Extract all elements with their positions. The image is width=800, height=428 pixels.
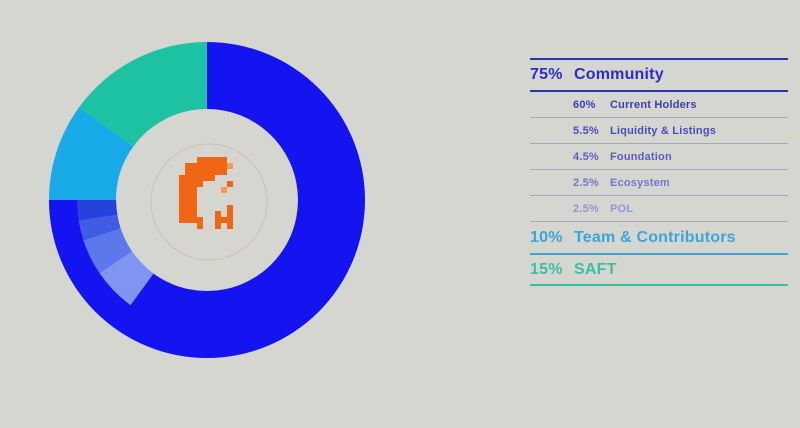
legend-header-pct: 75% (530, 66, 563, 83)
logo-pixel (221, 169, 227, 175)
legend-subitem-pct: 2.5% (573, 202, 599, 215)
logo-pixel (197, 163, 203, 169)
token-allocation-legend: 75% Community 60% Current Holders 5.5% Liquid… (530, 58, 788, 286)
tokenomics-donut-chart (49, 42, 365, 358)
logo-pixel (185, 181, 191, 187)
logo-pixel (209, 163, 215, 169)
legend-section-team: 10% Team & Contributors (530, 222, 788, 255)
logo-pixel (197, 223, 203, 229)
logo-pixel (215, 211, 221, 217)
donut-chart-area (49, 42, 365, 358)
donut-segment-team-contributors (49, 107, 134, 200)
legend-subitem-label: POL (610, 202, 634, 215)
legend-subitem-pct: 60% (573, 98, 596, 111)
logo-pixel (221, 157, 227, 163)
logo-pixel (203, 157, 209, 163)
logo-pixel (179, 217, 185, 223)
logo-pixel (191, 211, 197, 217)
logo-pixel (221, 163, 227, 169)
logo-pixel (185, 193, 191, 199)
legend-header-saft: 15% SAFT (530, 255, 788, 286)
legend-subitem-pct: 5.5% (573, 124, 599, 137)
donut-subsegment-pol (77, 200, 118, 221)
logo-pixel (215, 169, 221, 175)
logo-pixel (185, 169, 191, 175)
logo-pixel (191, 199, 197, 205)
legend-header-label: Team & Contributors (574, 228, 736, 246)
logo-pixel (197, 175, 203, 181)
pixel-flame-logo (179, 157, 233, 229)
logo-pixel (185, 163, 191, 169)
legend-section-community: 75% Community 60% Current Holders 5.5% Liquid… (530, 58, 788, 222)
logo-pixel (191, 193, 197, 199)
logo-pixel (179, 211, 185, 217)
logo-pixel (215, 223, 221, 229)
logo-pixel (227, 181, 233, 187)
legend-subitem-liquidity-listings: 5.5% Liquidity & Listings (530, 118, 788, 144)
logo-pixel (185, 199, 191, 205)
logo-circle-outline (150, 143, 268, 261)
logo-pixel (185, 187, 191, 193)
logo-pixel (203, 175, 209, 181)
legend-subitem-label: Current Holders (610, 98, 697, 111)
logo-pixel (191, 187, 197, 193)
logo-pixel (221, 187, 227, 193)
donut-subsegment-liquidity-listings (99, 251, 154, 306)
logo-pixel (203, 169, 209, 175)
donut-segment-saft (79, 42, 207, 147)
logo-pixel (221, 217, 227, 223)
logo-pixel (179, 193, 185, 199)
legend-subitem-pct: 2.5% (573, 176, 599, 189)
logo-pixel (191, 175, 197, 181)
logo-pixel (197, 157, 203, 163)
legend-subitem-pct: 4.5% (573, 150, 599, 163)
logo-pixel (179, 181, 185, 187)
legend-header-pct: 15% (530, 260, 563, 278)
logo-pixel (215, 163, 221, 169)
logo-pixel (197, 169, 203, 175)
logo-pixel (203, 163, 209, 169)
logo-pixel (191, 181, 197, 187)
logo-pixel (227, 217, 233, 223)
legend-subitem-pol: 2.5% POL (530, 196, 788, 222)
logo-pixel (215, 217, 221, 223)
logo-pixel (209, 157, 215, 163)
legend-subitem-label: Ecosystem (610, 176, 670, 189)
donut-subsegment-ecosystem (78, 214, 121, 241)
logo-pixel (227, 211, 233, 217)
logo-pixel (215, 157, 221, 163)
legend-header-team: 10% Team & Contributors (530, 222, 788, 255)
logo-pixel (197, 217, 203, 223)
legend-subitem-current-holders: 60% Current Holders (530, 92, 788, 118)
legend-subitem-label: Liquidity & Listings (610, 124, 717, 137)
legend-header-pct: 10% (530, 228, 563, 246)
logo-pixel (179, 205, 185, 211)
donut-subsegment-foundation (83, 228, 132, 274)
logo-pixel (197, 181, 203, 187)
legend-subitem-label: Foundation (610, 150, 672, 163)
legend-header-label: Community (574, 66, 664, 83)
logo-pixel (227, 205, 233, 211)
logo-pixel (227, 163, 233, 169)
logo-pixel (191, 205, 197, 211)
logo-pixel (185, 211, 191, 217)
logo-pixel (179, 187, 185, 193)
legend-subitem-foundation: 4.5% Foundation (530, 144, 788, 170)
legend-header-label: SAFT (574, 260, 617, 278)
logo-pixel (185, 205, 191, 211)
logo-pixel (227, 223, 233, 229)
legend-section-saft: 15% SAFT (530, 255, 788, 286)
logo-pixel (179, 199, 185, 205)
logo-pixel (209, 175, 215, 181)
logo-pixel (185, 175, 191, 181)
logo-pixel (179, 175, 185, 181)
logo-pixel (191, 217, 197, 223)
logo-pixel (209, 169, 215, 175)
legend-subitem-ecosystem: 2.5% Ecosystem (530, 170, 788, 196)
logo-pixel (191, 169, 197, 175)
legend-header-community: 75% Community (530, 58, 788, 92)
logo-pixel (191, 163, 197, 169)
logo-pixel (185, 217, 191, 223)
